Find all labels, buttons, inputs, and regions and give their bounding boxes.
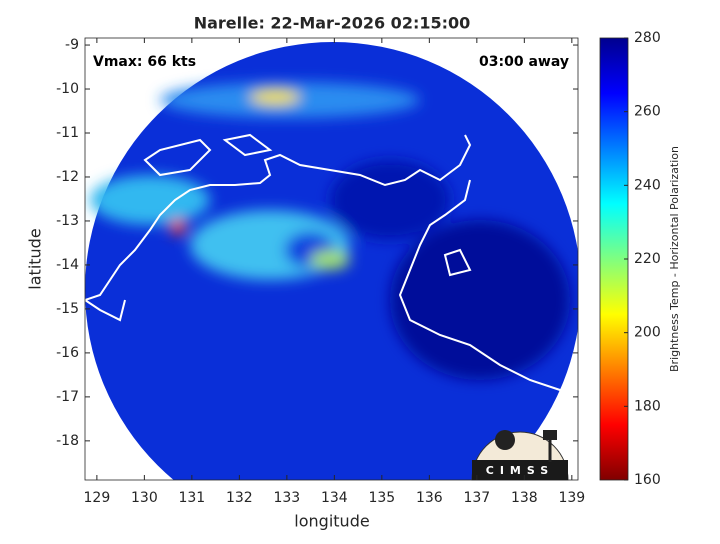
colorbar-tick-label: 200	[634, 325, 661, 341]
x-tick-label: 129	[84, 490, 111, 506]
x-tick-label: 133	[273, 490, 300, 506]
y-tick-label: -12	[56, 169, 79, 185]
logo-text: CIMSS	[486, 464, 554, 477]
logo: CIMSS	[471, 430, 569, 481]
annotation: Vmax: 66 kts	[93, 54, 196, 70]
x-tick-label: 135	[368, 490, 395, 506]
colorbar-tick-label: 160	[634, 472, 661, 488]
annotation: 03:00 away	[479, 54, 569, 70]
x-tick-label: 130	[131, 490, 158, 506]
swath	[85, 42, 578, 480]
y-tick-label: -9	[65, 37, 79, 53]
x-tick-label: 134	[321, 490, 348, 506]
y-tick-label: -18	[56, 433, 79, 449]
y-tick-label: -14	[56, 257, 79, 273]
y-tick-label: -10	[56, 81, 79, 97]
colorbar	[599, 37, 629, 481]
colorbar-tick-label: 240	[634, 177, 661, 193]
y-tick-label: -16	[56, 345, 79, 361]
y-tick-label: -13	[56, 213, 79, 229]
y-tick-label: -17	[56, 389, 79, 405]
x-tick-label: 139	[558, 490, 585, 506]
y-axis-label: latitude	[26, 228, 45, 289]
y-tick-label: -15	[56, 301, 79, 317]
colorbar-tick-label: 220	[634, 251, 661, 267]
plot-frame	[84, 37, 579, 481]
x-tick-label: 131	[178, 490, 205, 506]
x-tick-label: 136	[416, 490, 443, 506]
x-tick-label: 138	[511, 490, 538, 506]
x-tick-label: 137	[463, 490, 490, 506]
chart-title: Narelle: 22-Mar-2026 02:15:00	[194, 14, 471, 33]
colorbar-tick-label: 260	[634, 104, 661, 120]
y-tick-label: -11	[56, 125, 79, 141]
colorbar-tick-label: 180	[634, 398, 661, 414]
x-tick-label: 132	[226, 490, 253, 506]
colorbar-tick-label: 280	[634, 30, 661, 46]
x-axis-label: longitude	[294, 512, 369, 531]
colorbar-label: Brightness Temp - Horizontal Polarizatio…	[668, 146, 681, 372]
